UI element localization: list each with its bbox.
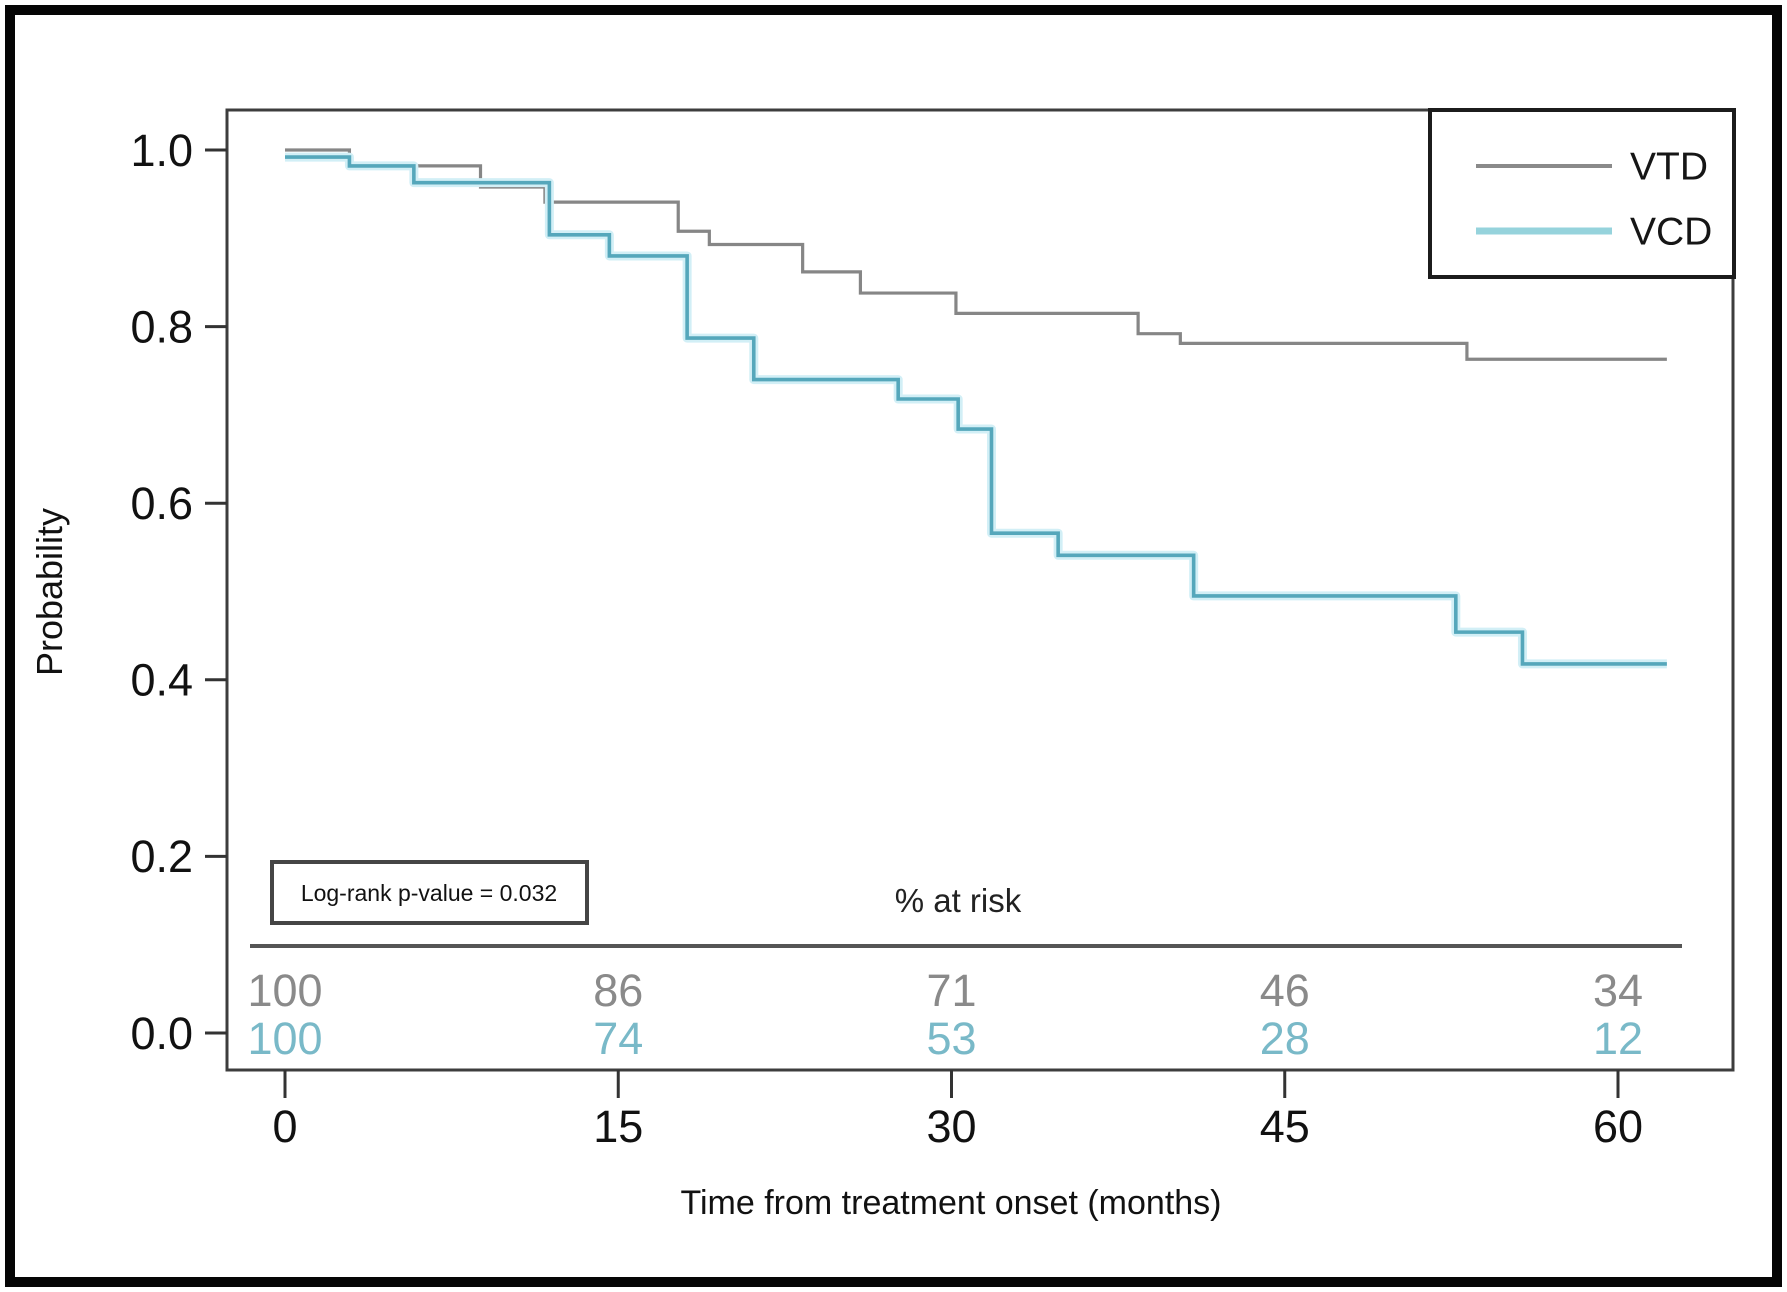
pvalue-box <box>270 860 589 925</box>
risk-value-vcd: 12 <box>1593 1013 1643 1064</box>
legend-label-vcd: VCD <box>1630 211 1712 254</box>
risk-value-vtd: 34 <box>1593 965 1643 1016</box>
y-tick-label: 0.6 <box>130 478 193 529</box>
x-axis-ticks: 0 15 30 45 60 <box>272 1070 1643 1152</box>
risk-value-vtd: 71 <box>926 965 976 1016</box>
legend-label-vtd: VTD <box>1630 146 1708 189</box>
pvalue-annotation: Log-rank p-value = 0.032 <box>270 860 589 925</box>
y-tick-label: 0.4 <box>130 655 193 706</box>
survival-curves <box>285 148 1667 669</box>
risk-table-rows: 100 86 71 46 34 100 74 53 28 12 <box>247 965 1643 1064</box>
y-axis-title: Probability <box>29 508 70 676</box>
legend-box <box>1428 108 1736 279</box>
x-axis-title: Time from treatment onset (months) <box>680 1184 1221 1222</box>
risk-value-vcd: 74 <box>593 1013 643 1064</box>
x-tick-label: 0 <box>272 1101 297 1152</box>
risk-value-vtd: 86 <box>593 965 643 1016</box>
risk-table-header: % at risk <box>895 882 1022 919</box>
x-tick-label: 30 <box>926 1101 976 1152</box>
x-tick-label: 15 <box>593 1101 643 1152</box>
y-tick-label: 0.8 <box>130 301 193 352</box>
x-tick-label: 45 <box>1260 1101 1310 1152</box>
risk-value-vcd: 53 <box>926 1013 976 1064</box>
curve-vcd <box>285 155 1667 666</box>
plot-frame <box>225 108 1735 1072</box>
legend: VTD VCD <box>1428 108 1736 279</box>
y-tick-label: 1.0 <box>130 125 193 176</box>
risk-value-vcd: 100 <box>247 1013 322 1064</box>
y-tick-label: 0.2 <box>130 831 193 882</box>
y-tick-label: 0.0 <box>130 1008 193 1059</box>
risk-value-vtd: 46 <box>1260 965 1310 1016</box>
x-tick-label: 60 <box>1593 1101 1643 1152</box>
risk-table: % at risk 100 86 71 46 34 100 74 53 28 12 <box>247 882 1682 1064</box>
y-axis-ticks: 1.0 0.8 0.6 0.4 0.2 0.0 <box>130 125 227 1059</box>
risk-value-vtd: 100 <box>247 965 322 1016</box>
pvalue-text: Log-rank p-value = 0.032 <box>301 880 557 906</box>
legend-entries: VTD VCD <box>1476 146 1712 254</box>
risk-value-vcd: 28 <box>1260 1013 1310 1064</box>
